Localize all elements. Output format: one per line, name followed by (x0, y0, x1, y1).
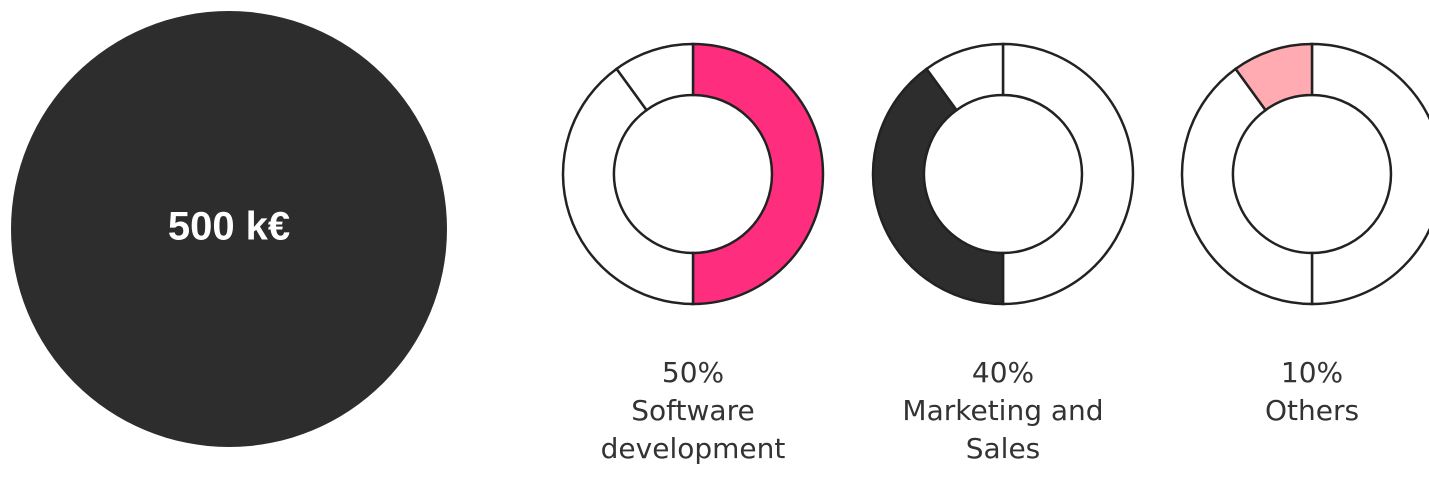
category-label: Software development (600, 394, 786, 465)
value-label: 10% (1280, 356, 1344, 389)
value-label: 50% (661, 356, 725, 389)
donut-segment (1233, 42, 1314, 112)
donut-segment (1180, 67, 1314, 306)
donut-segment (561, 67, 695, 306)
value-label: 40% (971, 356, 1035, 389)
donut-segment (871, 67, 1005, 306)
donut-segment (1310, 42, 1429, 306)
donut-segment (614, 42, 695, 112)
donut-segment (691, 42, 825, 306)
donut-segment (1001, 42, 1135, 306)
total-label: 500 k€ (168, 205, 290, 249)
total-circle (11, 11, 447, 447)
category-label: Others (1264, 394, 1360, 427)
donut-segment (924, 42, 1005, 112)
category-label: Marketing and Sales (902, 394, 1104, 465)
